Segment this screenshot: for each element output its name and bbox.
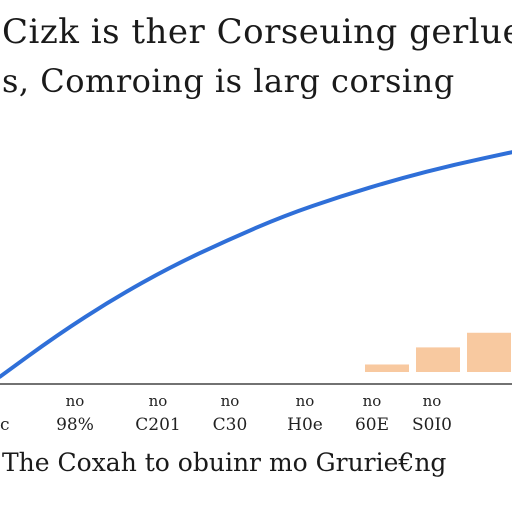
chart-caption: The Coxah to obuinr mo Grurie€ng [2,448,447,477]
x-tick-top-6: no [423,392,442,410]
x-tick-label-2: C201 [135,415,180,435]
x-tick-label-4: H0e [287,415,323,435]
x-tick-top-5: no [363,392,382,410]
x-tick-top-1: no [66,392,85,410]
bar-5 [365,364,409,372]
x-tick-label-6: S0I0 [412,415,452,435]
trend-curve [0,150,512,379]
chart-title-line-2: s, Comroing is larg corsing [2,62,455,100]
x-tick-top-4: no [296,392,315,410]
x-tick-label-3: C30 [213,415,248,435]
curve-layer [0,150,512,379]
bar-6 [416,347,460,372]
bar-7 [467,332,511,372]
x-tick-top-3: no [221,392,240,410]
bar-group [365,332,511,372]
x-tick-label-0: c [0,415,10,435]
x-tick-top-2: no [149,392,168,410]
x-tick-label-5: 60E [355,415,389,435]
x-tick-label-1: 98% [56,415,94,435]
x-tick-group: no no no no no no c 98% C201 C30 H0e 60E S0I0 [0,392,452,435]
chart-title-line-1: Cizk is ther Corseuing gerlue [2,12,512,52]
